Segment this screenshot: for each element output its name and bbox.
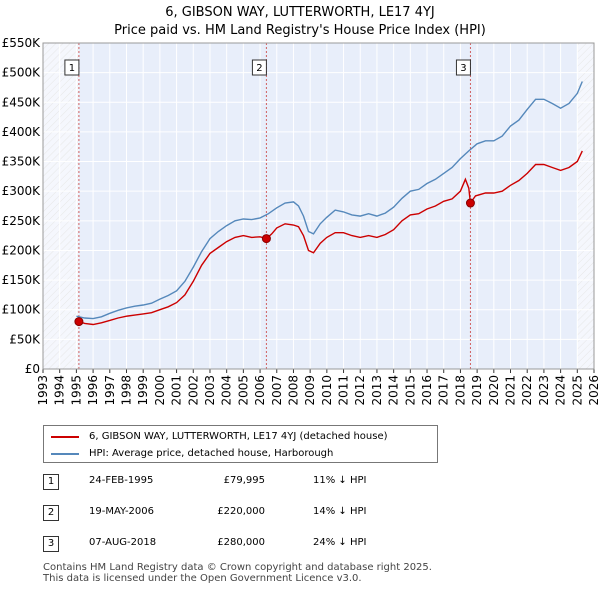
- x-tick-label: 2001: [170, 375, 184, 406]
- y-tick-label: £550K: [2, 36, 42, 50]
- x-tick-label: 1993: [36, 375, 50, 406]
- x-tick-label: 2015: [403, 375, 417, 406]
- footer-copyright: Contains HM Land Registry data © Crown c…: [43, 562, 432, 573]
- legend-label-hpi: HPI: Average price, detached house, Harb…: [89, 448, 334, 459]
- sale-marker-box: [64, 59, 80, 76]
- chart-title: 6, GIBSON WAY, LUTTERWORTH, LE17 4YJ: [165, 5, 435, 20]
- sale-price: £280,000: [217, 537, 265, 548]
- x-tick-label: 2000: [153, 375, 167, 406]
- sale-marker-box: [455, 59, 471, 76]
- x-tick-label: 2018: [453, 375, 467, 406]
- sale-hpi-diff: 14% ↓ HPI: [313, 506, 367, 517]
- legend: 6, GIBSON WAY, LUTTERWORTH, LE17 4YJ (de…: [43, 425, 438, 463]
- x-tick-label: 2014: [387, 375, 401, 406]
- x-tick-label: 2022: [520, 375, 534, 406]
- x-tick-label: 1998: [119, 375, 133, 406]
- y-tick-label: £50K: [9, 332, 41, 346]
- x-tick-label: 2026: [587, 375, 600, 406]
- y-tick-label: £450K: [2, 95, 42, 109]
- sale-row: 2 19-MAY-2006 £220,000 14% ↓ HPI: [43, 505, 463, 523]
- x-tick-label: 2006: [253, 375, 267, 406]
- footer: Contains HM Land Registry data © Crown c…: [43, 562, 432, 584]
- x-tick-label: 1996: [86, 375, 100, 406]
- sale-date: 07-AUG-2018: [89, 537, 157, 548]
- x-tick-label: 2025: [570, 375, 584, 406]
- y-tick-label: £350K: [2, 155, 42, 169]
- legend-swatch-property: [51, 436, 79, 438]
- sale-marker-label: 1: [69, 63, 75, 74]
- sale-date: 24-FEB-1995: [89, 475, 154, 486]
- x-tick-label: 2021: [504, 375, 518, 406]
- x-tick-label: 2011: [337, 375, 351, 406]
- x-tick-label: 2013: [370, 375, 384, 406]
- sale-marker-badge: 3: [43, 536, 59, 552]
- sale-marker-label: 3: [460, 63, 466, 74]
- x-tick-label: 2023: [537, 375, 551, 406]
- y-tick-label: £400K: [2, 125, 42, 139]
- x-tick-label: 2005: [236, 375, 250, 406]
- sale-point: [465, 198, 475, 208]
- sale-point: [74, 317, 84, 327]
- x-tick-label: 1995: [69, 375, 83, 406]
- sale-hpi-diff: 11% ↓ HPI: [313, 475, 367, 486]
- y-tick-label: £0: [25, 362, 40, 376]
- x-tick-label: 2010: [320, 375, 334, 406]
- x-tick-label: 2019: [470, 375, 484, 406]
- plot-frame: [42, 42, 595, 370]
- x-tick-label: 1997: [103, 375, 117, 406]
- sale-hpi-diff: 24% ↓ HPI: [313, 537, 367, 548]
- sale-date: 19-MAY-2006: [89, 506, 155, 517]
- x-tick-label: 2003: [203, 375, 217, 406]
- chart-subtitle: Price paid vs. HM Land Registry's House …: [114, 23, 486, 38]
- sale-point: [261, 234, 271, 244]
- sale-marker-badge: 2: [43, 505, 59, 521]
- x-tick-label: 2002: [186, 375, 200, 406]
- legend-swatch-hpi: [51, 453, 79, 455]
- x-tick-label: 2016: [420, 375, 434, 406]
- sale-marker-label: 2: [256, 63, 262, 74]
- x-tick-label: 1994: [53, 375, 67, 406]
- x-tick-label: 2008: [286, 375, 300, 406]
- hatch-region-right-tint: [577, 43, 594, 369]
- price-chart: 6, GIBSON WAY, LUTTERWORTH, LE17 4YJ Pri…: [2, 5, 600, 406]
- footer-licence: This data is licensed under the Open Gov…: [43, 573, 362, 584]
- sale-row: 3 07-AUG-2018 £280,000 24% ↓ HPI: [43, 536, 463, 554]
- y-tick-label: £250K: [2, 214, 42, 228]
- sale-price: £79,995: [223, 475, 265, 486]
- property-price-line: [78, 150, 583, 326]
- sale-marker-box: [251, 59, 267, 76]
- x-tick-label: 2009: [303, 375, 317, 406]
- x-tick-label: 1999: [136, 375, 150, 406]
- plot-background: [43, 43, 594, 369]
- sale-price: £220,000: [217, 506, 265, 517]
- x-tick-label: 2012: [353, 375, 367, 406]
- y-tick-label: £200K: [2, 243, 42, 257]
- legend-label-property: 6, GIBSON WAY, LUTTERWORTH, LE17 4YJ (de…: [89, 431, 388, 442]
- x-tick-label: 2020: [487, 375, 501, 406]
- hpi-line: [76, 81, 583, 320]
- y-tick-label: £100K: [2, 303, 42, 317]
- x-tick-label: 2024: [554, 375, 568, 406]
- sale-row: 1 24-FEB-1995 £79,995 11% ↓ HPI: [43, 474, 463, 492]
- y-tick-label: £150K: [2, 273, 42, 287]
- hatch-region-left-tint: [43, 43, 79, 369]
- x-tick-label: 2004: [220, 375, 234, 406]
- y-tick-label: £500K: [2, 66, 42, 80]
- y-tick-label: £300K: [2, 184, 42, 198]
- sale-marker-badge: 1: [43, 474, 59, 490]
- x-tick-label: 2007: [270, 375, 284, 406]
- x-tick-label: 2017: [437, 375, 451, 406]
